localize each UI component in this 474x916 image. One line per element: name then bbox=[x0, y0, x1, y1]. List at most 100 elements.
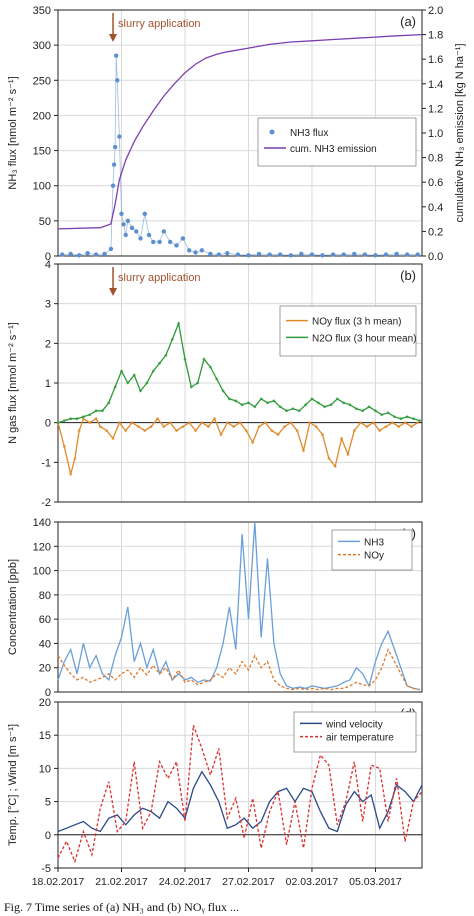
y-tick-label: 50 bbox=[39, 216, 51, 228]
data-point bbox=[102, 251, 107, 257]
data-point bbox=[225, 250, 230, 256]
data-point bbox=[354, 407, 358, 411]
x-tick-label: 27.02.2017 bbox=[222, 876, 275, 888]
y2-tick-label: 0.0 bbox=[428, 251, 443, 263]
data-point bbox=[365, 425, 369, 429]
data-point bbox=[101, 409, 104, 413]
data-point bbox=[373, 253, 378, 258]
data-point bbox=[208, 365, 212, 369]
data-point bbox=[410, 425, 413, 429]
data-point bbox=[321, 433, 324, 436]
data-point bbox=[412, 417, 415, 421]
data-point bbox=[361, 409, 365, 413]
data-point bbox=[352, 251, 357, 257]
data-point bbox=[371, 421, 375, 425]
data-point bbox=[416, 421, 420, 425]
data-point bbox=[247, 401, 250, 405]
data-point bbox=[94, 409, 98, 413]
y-tick-label: 300 bbox=[33, 40, 51, 52]
data-point bbox=[327, 456, 331, 460]
series-line bbox=[62, 55, 418, 256]
data-point bbox=[304, 403, 308, 407]
data-point bbox=[105, 429, 109, 432]
y2-tick-label: 1.4 bbox=[428, 79, 443, 91]
data-point bbox=[73, 456, 77, 460]
y-axis-label: N gas flux [nmol m⁻² s⁻¹] bbox=[7, 322, 19, 444]
data-point bbox=[113, 53, 119, 58]
data-point bbox=[123, 232, 128, 238]
legend-label: NH3 bbox=[364, 537, 384, 548]
data-point bbox=[390, 421, 394, 425]
data-point bbox=[145, 381, 149, 385]
y2-tick-label: 2.0 bbox=[428, 5, 443, 17]
data-point bbox=[278, 252, 283, 257]
series-line bbox=[57, 321, 421, 424]
data-point bbox=[291, 407, 295, 411]
y-tick-label: 200 bbox=[33, 110, 51, 122]
data-point bbox=[299, 251, 304, 257]
figure-caption: Fig. 7 Time series of (a) NH₃ and (b) NO… bbox=[4, 900, 240, 914]
data-point bbox=[139, 389, 142, 393]
data-point bbox=[295, 429, 299, 432]
y-tick-label: 0 bbox=[45, 251, 51, 263]
data-point bbox=[151, 239, 156, 245]
data-point bbox=[187, 421, 191, 425]
data-point bbox=[88, 413, 92, 417]
data-point bbox=[200, 421, 204, 425]
series-line bbox=[57, 724, 423, 864]
data-point bbox=[341, 252, 346, 257]
data-point bbox=[263, 421, 267, 425]
data-point bbox=[62, 419, 66, 423]
data-point bbox=[278, 405, 282, 409]
data-point bbox=[129, 225, 135, 231]
data-point bbox=[397, 425, 401, 429]
data-point bbox=[384, 425, 388, 429]
data-point bbox=[404, 252, 410, 257]
data-point bbox=[156, 417, 159, 421]
y2-axis-label: cumulative NH₃ emission [kg N ha⁻¹] bbox=[454, 43, 466, 222]
data-point bbox=[125, 218, 131, 224]
data-point bbox=[330, 252, 336, 257]
y2-tick-label: 0.2 bbox=[428, 226, 443, 238]
data-point bbox=[267, 252, 272, 257]
y-tick-label: 120 bbox=[33, 541, 51, 553]
data-point bbox=[115, 78, 120, 83]
data-point bbox=[335, 397, 339, 401]
y-tick-label: 5 bbox=[45, 797, 51, 809]
data-point bbox=[359, 421, 363, 425]
data-point bbox=[367, 405, 371, 409]
y-tick-label: 40 bbox=[39, 638, 51, 650]
data-point bbox=[77, 429, 81, 432]
legend-label: NOy bbox=[364, 551, 384, 562]
y2-tick-label: 0.4 bbox=[428, 202, 443, 214]
data-point bbox=[60, 252, 65, 257]
legend-box bbox=[331, 529, 413, 571]
data-point bbox=[62, 445, 66, 448]
data-point bbox=[285, 409, 288, 413]
y-tick-label: 60 bbox=[39, 614, 51, 626]
data-point bbox=[235, 252, 241, 257]
data-point bbox=[362, 252, 368, 257]
y-tick-label: -2 bbox=[41, 497, 51, 509]
data-point bbox=[167, 239, 173, 245]
y-tick-label: -5 bbox=[41, 863, 51, 875]
data-point bbox=[111, 437, 115, 440]
data-point bbox=[225, 421, 229, 425]
data-point bbox=[137, 425, 140, 429]
y-tick-label: 3 bbox=[45, 299, 51, 311]
data-point bbox=[288, 253, 293, 258]
data-point bbox=[333, 464, 337, 468]
y2-tick-label: 0.8 bbox=[428, 153, 443, 165]
data-point bbox=[75, 417, 79, 421]
data-point bbox=[194, 429, 197, 432]
data-point bbox=[308, 421, 312, 425]
y-axis-label: Concentration [ppb] bbox=[7, 559, 19, 655]
data-point bbox=[399, 417, 403, 421]
data-point bbox=[234, 399, 238, 403]
data-point bbox=[94, 417, 98, 421]
legend-label: air temperature bbox=[326, 733, 394, 744]
data-point bbox=[161, 229, 167, 234]
legend-box bbox=[293, 711, 417, 753]
data-point bbox=[158, 361, 161, 365]
